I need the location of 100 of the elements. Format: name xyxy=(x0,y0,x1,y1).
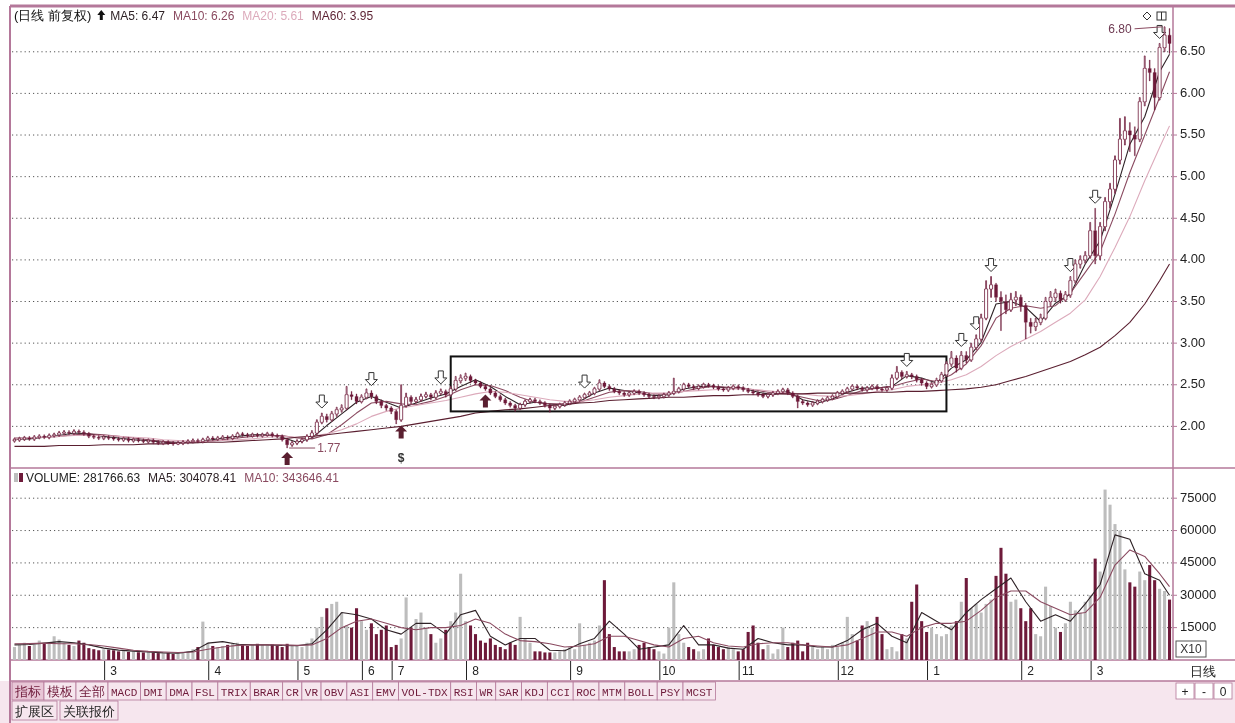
bar xyxy=(1058,631,1062,660)
text: 关联报价 xyxy=(63,704,115,719)
bar xyxy=(359,621,364,660)
text: SAR xyxy=(498,687,519,699)
text: EMV xyxy=(375,687,396,699)
text: KDJ xyxy=(524,687,545,699)
text: VR xyxy=(304,687,319,699)
bar xyxy=(156,653,160,660)
bar xyxy=(439,638,443,660)
bar xyxy=(404,597,408,660)
bar xyxy=(459,573,463,660)
bar xyxy=(632,649,636,660)
text: BRAR xyxy=(253,687,281,699)
y-tick-label: 6.00 xyxy=(1180,84,1206,100)
bar xyxy=(399,638,403,660)
bar xyxy=(434,642,438,660)
bar xyxy=(672,582,676,660)
bar xyxy=(731,649,735,660)
text: RSI xyxy=(453,687,474,699)
y-tick-label: 45000 xyxy=(1180,554,1217,570)
bar xyxy=(300,647,304,660)
bar xyxy=(1019,608,1023,660)
bar xyxy=(1163,590,1167,660)
bar xyxy=(1044,586,1048,660)
bar xyxy=(1039,636,1043,660)
bar xyxy=(865,621,869,660)
x-tick-label: 5 xyxy=(303,664,311,678)
bar xyxy=(354,608,359,660)
bar xyxy=(483,642,487,660)
bar xyxy=(974,603,978,660)
bar xyxy=(885,649,889,660)
text: CCI xyxy=(550,687,571,699)
bar xyxy=(776,649,780,660)
x-tick-label: 6 xyxy=(368,664,376,678)
bar xyxy=(766,644,770,660)
bar xyxy=(934,634,939,660)
bar xyxy=(369,623,373,660)
bar xyxy=(493,644,497,660)
bar xyxy=(553,652,557,660)
text: MTM xyxy=(601,687,622,699)
text: MA10: 343646.41 xyxy=(244,471,340,485)
bar xyxy=(602,580,606,660)
x-tick-label: 3 xyxy=(1096,664,1104,678)
bar xyxy=(662,653,666,660)
bar xyxy=(543,652,547,660)
bar xyxy=(107,649,111,660)
bar xyxy=(721,649,725,660)
text: ASI xyxy=(349,687,370,699)
bar xyxy=(855,640,859,660)
bar xyxy=(870,627,874,660)
bar xyxy=(335,601,339,660)
bar xyxy=(464,621,468,660)
x-tick-label: 4 xyxy=(214,664,222,678)
bar xyxy=(275,645,279,660)
bar xyxy=(1053,627,1058,660)
bar xyxy=(816,649,820,660)
legend-label: VOLUME: 281766.63 xyxy=(26,471,141,485)
bar xyxy=(1133,586,1137,660)
bar xyxy=(989,599,993,660)
bar xyxy=(533,651,537,660)
y-tick-label: 5.00 xyxy=(1180,168,1206,184)
text: MCST xyxy=(686,687,713,699)
text: ROC xyxy=(576,687,597,699)
bar xyxy=(1014,599,1018,660)
bar xyxy=(820,647,825,660)
bar xyxy=(27,645,31,660)
bar xyxy=(736,651,740,660)
bar xyxy=(825,649,830,660)
bar xyxy=(1158,588,1162,660)
bar xyxy=(62,642,66,660)
y-tick-label: 4.50 xyxy=(1180,209,1206,225)
text: WR xyxy=(479,687,494,699)
text: MA60: 3.95 xyxy=(311,9,374,23)
bar xyxy=(1128,582,1132,660)
bar xyxy=(136,652,140,660)
bar xyxy=(340,612,344,660)
bar xyxy=(350,627,354,660)
bar xyxy=(1029,608,1033,660)
bar xyxy=(1068,601,1072,660)
bar xyxy=(573,649,577,660)
bar xyxy=(379,629,383,660)
bar xyxy=(925,631,929,660)
bar xyxy=(211,645,215,660)
y-tick-label: 30000 xyxy=(1180,586,1217,602)
x-tick-label: 10 xyxy=(662,664,676,678)
x-tick-label: 2 xyxy=(1027,664,1035,678)
text: MACD xyxy=(111,687,138,699)
bar xyxy=(389,647,393,660)
bar xyxy=(1024,621,1028,660)
bar xyxy=(97,650,101,660)
bar xyxy=(87,648,91,660)
text: 指标 xyxy=(14,684,41,699)
bar xyxy=(394,644,398,660)
bar xyxy=(32,644,36,660)
bar xyxy=(845,616,849,660)
bar xyxy=(429,634,433,660)
annotation: $ xyxy=(397,451,405,465)
bar xyxy=(622,651,626,660)
chart-title: (日线 前复权) xyxy=(14,8,92,23)
annotation: 1.77 xyxy=(317,441,341,456)
